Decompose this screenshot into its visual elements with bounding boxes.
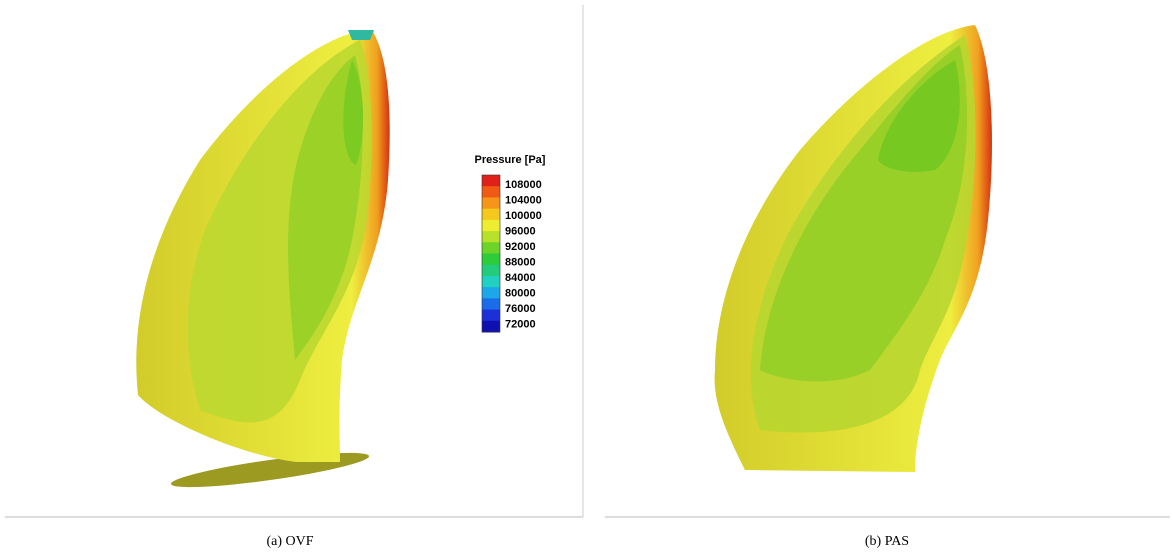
legend-label: 108000 (505, 179, 542, 191)
legend-label: 100000 (505, 210, 542, 222)
colorbar-band (482, 253, 500, 266)
colorbar-band (482, 264, 500, 277)
colorbar-frame (481, 174, 501, 333)
legend-label: 72000 (505, 318, 536, 330)
colorbar-band (482, 320, 500, 333)
caption: (b) PAS (865, 534, 909, 549)
colorbar-band (482, 197, 500, 210)
legend-label: 76000 (505, 303, 536, 315)
colorbar-band (482, 275, 500, 288)
colorbar-band (482, 298, 500, 311)
colorbar-band (482, 186, 500, 198)
legend-labels: 108000 104000 100000 96000 92000 88000 84000 80… (505, 179, 542, 331)
legend-label: 96000 (505, 225, 536, 237)
legend-label: 84000 (505, 272, 536, 284)
colorbar-band (482, 309, 500, 322)
legend-label: 104000 (505, 194, 542, 206)
colorbar-band (482, 175, 500, 187)
colorbar (481, 174, 501, 333)
colorbar-band (482, 231, 500, 243)
legend-label: 88000 (505, 256, 536, 268)
blade-pas (714, 25, 992, 472)
colorbar-band (482, 242, 500, 254)
colorbar-band (482, 287, 500, 299)
legend-label: 80000 (505, 287, 536, 299)
legend-label: 92000 (505, 241, 536, 253)
blade-ovf (136, 30, 390, 488)
caption: (a) OVF (266, 534, 313, 549)
colorbar-band (482, 208, 500, 221)
legend-title: Pressure [Pa] (475, 154, 546, 166)
colorbar-band (482, 219, 500, 232)
